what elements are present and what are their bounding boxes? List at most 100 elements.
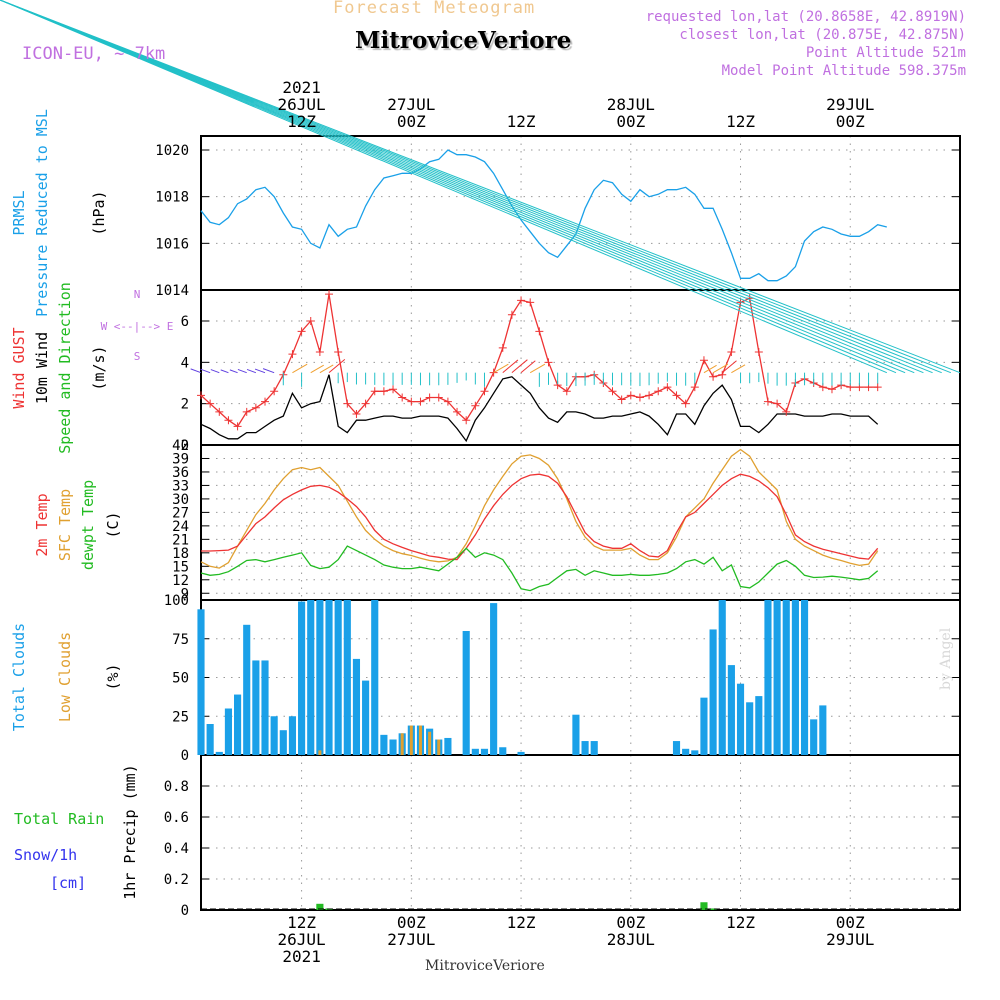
wind-direction-label: Speed and Direction (56, 282, 74, 454)
gust-marker (535, 327, 544, 336)
gust-marker (681, 399, 690, 408)
gust-marker (709, 372, 718, 381)
wind-direction-arrow (511, 359, 528, 374)
y-tick-label: 18 (172, 546, 189, 562)
y-tick-label: 0.4 (164, 841, 189, 857)
gust-marker (453, 407, 462, 416)
low-clouds-label: Low Clouds (56, 632, 74, 722)
wind-direction-arrow (292, 363, 308, 374)
wind-direction-arrow (0, 0, 906, 374)
y-tick-label: 30 (172, 492, 189, 508)
compass-we: W <--|--> E (101, 320, 174, 333)
wind-direction-arrow (731, 364, 746, 374)
wind-direction-arrow (190, 368, 202, 374)
total-cloud-bar (307, 600, 315, 755)
gust-marker (517, 296, 526, 305)
wind-direction-arrow (0, 0, 952, 374)
wind-direction-arrow (0, 0, 915, 374)
top-time-label: 28JUL (607, 95, 655, 114)
dewpt-label: dewpt Temp (79, 480, 97, 570)
total-cloud-bar (380, 734, 388, 755)
total-cloud-bar (298, 601, 306, 755)
2m-temp-label: 2m Temp (33, 493, 51, 556)
gust-marker (672, 391, 681, 400)
gust-marker (782, 407, 791, 416)
wind-direction-arrow (703, 364, 717, 374)
total-cloud-bar (517, 751, 525, 755)
bottom-time-label: 27JUL (387, 930, 435, 949)
y-tick-label: 0 (181, 903, 189, 919)
2m-temp-line (201, 473, 879, 561)
wind-direction-arrow (328, 359, 346, 374)
y-tick-label: 50 (172, 671, 189, 687)
pressure-label-desc: Pressure Reduced to MSL (33, 109, 51, 317)
total-cloud-bar (755, 696, 763, 755)
y-tick-label: 36 (172, 465, 189, 481)
gust-marker (288, 350, 297, 359)
pressure-line (200, 149, 887, 282)
total-cloud-bar (800, 600, 809, 755)
wind-label: 10m Wind (33, 332, 51, 404)
total-cloud-bar (243, 624, 251, 755)
total-cloud-bar (490, 603, 498, 755)
gust-marker (233, 422, 242, 431)
y-tick-label: 33 (172, 478, 189, 494)
gust-marker (343, 399, 352, 408)
bottom-time-label: 12Z (507, 913, 536, 932)
pressure-label-name: PRMSL (10, 190, 28, 235)
y-tick-label: 1018 (155, 190, 189, 206)
wind-direction-arrow (0, 0, 942, 374)
gust-marker (398, 393, 407, 402)
panel-frame (200, 135, 961, 291)
gust-marker (361, 399, 370, 408)
gust-marker (727, 348, 736, 356)
y-tick-label: 39 (172, 451, 189, 467)
gust-marker (526, 298, 535, 307)
gust-marker (334, 348, 343, 356)
y-tick-label: 27 (172, 505, 189, 521)
panel-frame (200, 289, 961, 446)
gust-marker (261, 397, 270, 406)
total-cloud-bar (215, 751, 223, 755)
wind-direction-arrow (0, 0, 961, 374)
total-cloud-bar (736, 683, 745, 755)
wind-direction-arrow (0, 0, 888, 374)
top-time-label: 12Z (287, 112, 316, 131)
gust-marker (407, 397, 416, 406)
total-cloud-bar (270, 716, 278, 755)
gust-marker (690, 383, 699, 392)
total-cloud-bar (819, 705, 827, 755)
gust-marker (873, 383, 882, 392)
total-cloud-bar (389, 739, 397, 755)
y-tick-label: 12 (172, 573, 189, 589)
total-cloud-bar (288, 716, 297, 755)
wind-direction-arrow (246, 368, 257, 374)
wind-direction-arrow (502, 359, 519, 374)
total-cloud-bar (791, 600, 799, 755)
y-tick-label: 6 (181, 314, 189, 330)
y-tick-label: 0.8 (164, 779, 189, 795)
total-cloud-bar (810, 719, 818, 755)
gust-marker (617, 395, 626, 404)
bottom-time-label: 00Z (397, 913, 426, 932)
total-cloud-bar (206, 724, 214, 755)
rain-bar (316, 903, 324, 910)
bottom-time-label: 12Z (287, 913, 316, 932)
compass-n: N (134, 288, 141, 301)
top-time-label: 12Z (726, 112, 755, 131)
total-clouds-label: Total Clouds (10, 623, 28, 731)
y-tick-label: 75 (172, 632, 189, 648)
gust-marker (416, 397, 425, 406)
wind-direction-arrow (319, 364, 334, 374)
total-cloud-bar (352, 658, 361, 755)
gust-marker (626, 391, 635, 400)
gust-marker (645, 391, 654, 400)
low-cloud-bar (428, 731, 432, 755)
y-tick-label: 25 (172, 709, 189, 725)
gust-marker (562, 387, 571, 396)
wind-unit: (m/s) (90, 345, 108, 390)
wind-direction-arrow (0, 0, 924, 374)
wind-direction-arrow (229, 369, 238, 374)
bottom-time-label: 28JUL (607, 930, 655, 949)
total-cloud-bar (471, 748, 479, 755)
